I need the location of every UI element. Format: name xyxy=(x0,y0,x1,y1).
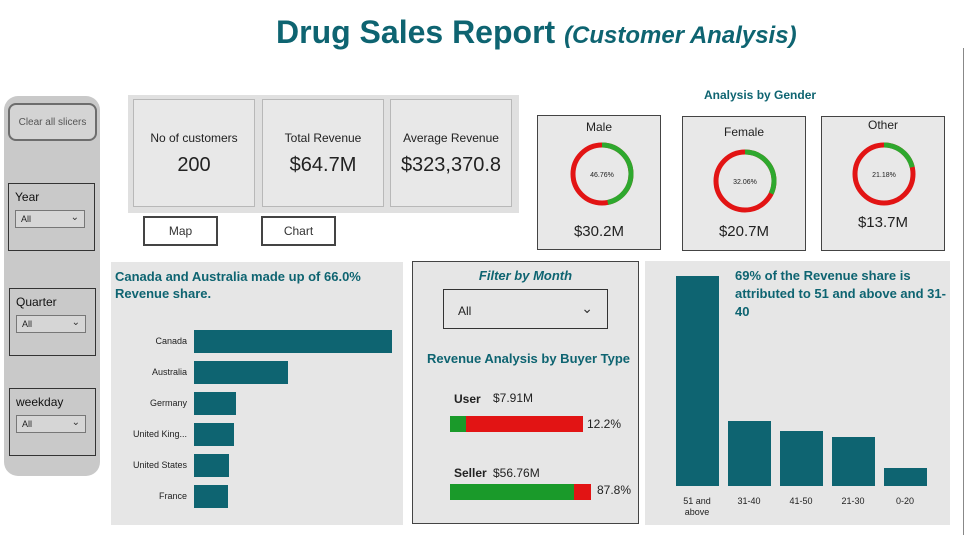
kpi-revenue-card: Total Revenue $64.7M xyxy=(262,99,384,207)
age-bar-label: 31-40 xyxy=(737,496,761,506)
buyer-value-seller: $56.76M xyxy=(493,466,540,480)
country-panel: Canada and Australia made up of 66.0% Re… xyxy=(111,262,403,525)
donut-percent-label: 32.06% xyxy=(733,179,757,186)
country-bar[interactable] xyxy=(194,454,229,477)
kpi-customers-card: No of customers 200 xyxy=(133,99,255,207)
country-bar-label: Australia xyxy=(151,367,187,377)
gender-label: Male xyxy=(585,120,612,134)
month-filter-title: Filter by Month xyxy=(478,268,573,283)
weekday-slicer-label: weekday xyxy=(16,395,64,409)
kpi-value: $323,370.8 xyxy=(400,154,502,176)
gender-card-other: Other 21.18% $13.7M xyxy=(821,116,945,251)
weekday-dropdown-value: All xyxy=(22,419,33,429)
country-heading: Canada and Australia made up of 66.0% Re… xyxy=(115,269,361,301)
buyer-name-seller: Seller xyxy=(454,466,487,480)
title-subtitle: (Customer Analysis) xyxy=(564,22,797,49)
gender-card-female: Female 32.06% $20.7M xyxy=(682,116,806,251)
gender-value: $20.7M xyxy=(718,223,770,240)
country-bar[interactable] xyxy=(194,330,392,353)
gender-label: Female xyxy=(723,125,764,139)
buyer-bar-fill-seller xyxy=(450,484,574,500)
country-bar[interactable] xyxy=(194,361,289,384)
age-bar-label: 51 and above xyxy=(683,496,711,517)
donut-percent-label: 21.18% xyxy=(872,172,896,179)
chart-button[interactable]: Chart xyxy=(261,216,336,246)
buyer-percent-seller: 87.8% xyxy=(597,483,632,497)
kpi-label: Total Revenue xyxy=(284,131,362,145)
chevron-down-icon: ⌄ xyxy=(581,300,593,316)
age-bar[interactable] xyxy=(780,431,823,486)
age-bar[interactable] xyxy=(728,420,771,486)
page-divider xyxy=(963,48,964,535)
chevron-down-icon: ⌄ xyxy=(71,317,80,328)
weekday-dropdown[interactable]: All ⌄ xyxy=(16,415,86,433)
gender-card-male: Male 46.76% $30.2M xyxy=(537,115,661,250)
country-bar[interactable] xyxy=(194,392,236,415)
country-bar-label: United King... xyxy=(132,429,187,439)
buyer-bar-fill-user xyxy=(450,416,467,432)
age-bar-label: 21-30 xyxy=(841,496,865,506)
map-button[interactable]: Map xyxy=(143,216,218,246)
page-title: Drug Sales Report (Customer Analysis) xyxy=(276,14,797,51)
chevron-down-icon: ⌄ xyxy=(71,417,80,428)
male-donut: 46.76% xyxy=(570,142,634,206)
buyer-name-user: User xyxy=(454,392,481,406)
country-bar[interactable] xyxy=(194,485,228,508)
clear-slicers-button[interactable]: Clear all slicers xyxy=(8,103,97,141)
age-heading: 69% of the Revenue share is attributed t… xyxy=(735,268,946,319)
quarter-slicer: Quarter All ⌄ xyxy=(9,288,96,356)
gender-label: Other xyxy=(867,118,898,132)
year-dropdown-value: All xyxy=(21,214,32,224)
month-panel: Filter by Month All ⌄ Revenue Analysis b… xyxy=(412,261,639,524)
gender-title: Analysis by Gender xyxy=(704,88,817,102)
buyer-bar-user xyxy=(450,416,583,432)
female-donut: 32.06% xyxy=(713,149,777,213)
quarter-slicer-label: Quarter xyxy=(16,295,57,309)
quarter-dropdown-value: All xyxy=(22,319,33,329)
month-dropdown[interactable]: All ⌄ xyxy=(443,289,608,329)
age-bar-label: 0-20 xyxy=(895,496,914,506)
kpi-value: $64.7M xyxy=(289,154,357,176)
gender-value: $30.2M xyxy=(573,223,625,240)
buyer-percent-user: 12.2% xyxy=(587,417,622,431)
weekday-slicer: weekday All ⌄ xyxy=(9,388,96,456)
quarter-dropdown[interactable]: All ⌄ xyxy=(16,315,86,333)
other-donut: 21.18% xyxy=(852,142,916,206)
year-slicer: Year All ⌄ xyxy=(8,183,95,251)
kpi-value: 200 xyxy=(177,154,211,176)
buyer-value-user: $7.91M xyxy=(493,391,534,405)
kpi-label: No of customers xyxy=(150,131,238,145)
title-main: Drug Sales Report xyxy=(276,14,556,50)
year-slicer-label: Year xyxy=(15,190,40,204)
donut-percent-label: 46.76% xyxy=(590,172,614,179)
buyer-analysis-title: Revenue Analysis by Buyer Type xyxy=(427,351,631,366)
kpi-label: Average Revenue xyxy=(403,131,499,145)
country-bar-label: Canada xyxy=(155,336,187,346)
chevron-down-icon: ⌄ xyxy=(70,212,79,223)
country-bar[interactable] xyxy=(194,423,234,446)
country-bar-label: United States xyxy=(132,460,187,470)
kpi-average-card: Average Revenue $323,370.8 xyxy=(390,99,512,207)
age-bar[interactable] xyxy=(884,468,927,486)
age-bar-label: 41-50 xyxy=(789,496,813,506)
age-bar[interactable] xyxy=(676,276,719,486)
country-bar-label: France xyxy=(158,491,187,501)
gender-value: $13.7M xyxy=(857,214,909,231)
year-dropdown[interactable]: All ⌄ xyxy=(15,210,85,228)
country-bar-label: Germany xyxy=(149,398,187,408)
month-dropdown-value: All xyxy=(458,304,472,318)
buyer-bar-seller xyxy=(450,484,591,500)
age-panel: 69% of the Revenue share is attributed t… xyxy=(645,261,950,525)
age-bar[interactable] xyxy=(832,436,875,486)
